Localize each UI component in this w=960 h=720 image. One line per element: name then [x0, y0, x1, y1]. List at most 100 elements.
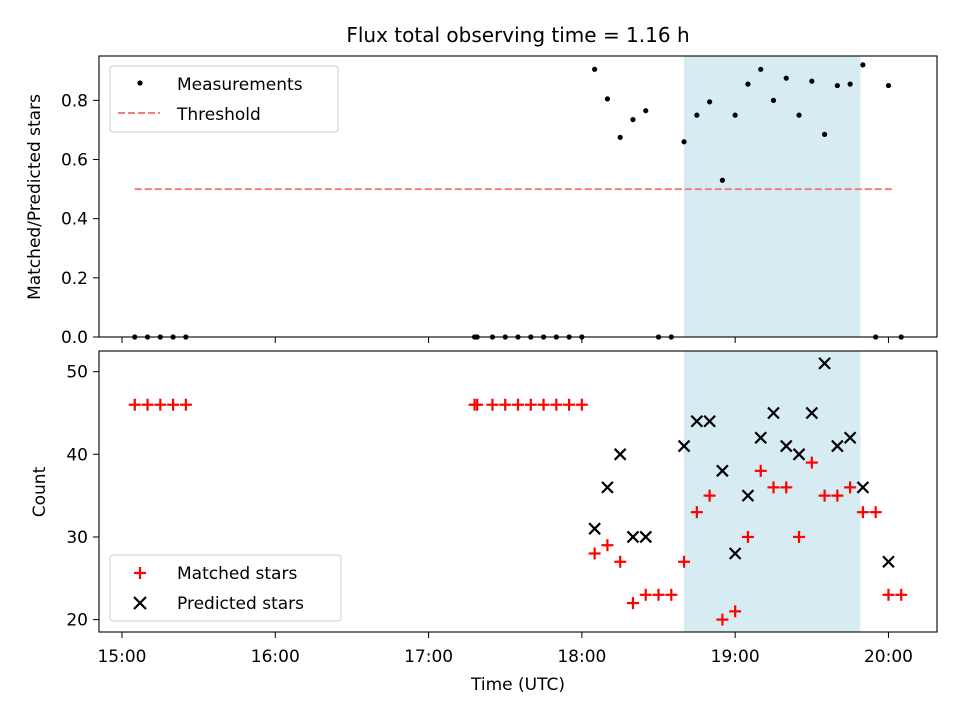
y-tick-label: 40 [66, 445, 88, 465]
legend-marker-measurements [137, 80, 143, 86]
legend-label-matched: Matched stars [177, 564, 297, 584]
bottom-y-ticks: 20 30 40 50 [66, 363, 99, 631]
chart-title: Flux total observing time = 1.16 h [346, 23, 689, 47]
matched-point [652, 588, 665, 601]
predicted-point [882, 555, 895, 569]
matched-point [729, 605, 742, 618]
legend-label-threshold: Threshold [176, 105, 261, 125]
legend-marker-matched [134, 567, 146, 579]
measurement-point [770, 97, 777, 103]
bottom-y-axis-label: Count [30, 466, 50, 517]
highlight-span [684, 351, 861, 632]
predicted-point [831, 439, 844, 453]
legend-label-predicted: Predicted stars [177, 594, 304, 614]
measurement-point [821, 131, 828, 137]
predicted-point [690, 414, 704, 428]
measurement-point [592, 66, 598, 72]
measurement-point [885, 82, 892, 89]
legend-marker-predicted [133, 596, 147, 610]
predicted-stars-series [588, 357, 895, 569]
matched-point [575, 398, 588, 411]
legend-label-measurements: Measurements [177, 75, 303, 95]
matched-point [588, 547, 601, 560]
predicted-point [767, 406, 780, 420]
x-tick-label: 19:00 [711, 647, 760, 667]
y-tick-label: 50 [66, 363, 88, 383]
y-tick-label: 0.2 [61, 269, 88, 289]
matched-point [856, 506, 869, 519]
matched-point [499, 398, 512, 411]
x-tick-label: 20:00 [864, 647, 913, 667]
bottom-legend-box [109, 554, 342, 622]
top-y-ticks: 0.0 0.2 0.4 0.6 0.8 [61, 91, 99, 348]
measurement-point [834, 82, 840, 89]
matched-point [563, 398, 576, 411]
predicted-point [754, 431, 767, 445]
x-axis-label: Time (UTC) [470, 675, 565, 695]
matched-point [179, 398, 192, 411]
measurement-point [809, 78, 815, 84]
predicted-point [843, 431, 857, 445]
predicted-point [805, 406, 819, 420]
matched-point [128, 398, 141, 411]
measurement-point [758, 66, 764, 72]
measurement-point [732, 112, 738, 118]
matched-point [141, 398, 154, 411]
y-tick-label: 0.6 [61, 151, 88, 171]
top-y-axis-label: Matched/Predicted stars [25, 94, 45, 300]
top-legend: Measurements Threshold [109, 65, 339, 133]
measurement-point [694, 112, 700, 118]
measurement-point [604, 96, 611, 102]
y-tick-label: 0.4 [61, 210, 88, 230]
matched-point [167, 398, 180, 411]
top-panel: 0.0 0.2 0.4 0.6 0.8 Flux total observing tim… [25, 23, 938, 348]
predicted-point [779, 439, 793, 453]
matched-point [512, 398, 524, 411]
predicted-point [677, 439, 691, 453]
bottom-legend: Matched stars Predicted stars [109, 554, 342, 622]
predicted-point [613, 448, 627, 461]
predicted-point [588, 522, 601, 535]
matched-point [831, 489, 844, 502]
matched-point [690, 506, 703, 519]
measurement-point [745, 81, 751, 87]
predicted-point [728, 547, 742, 560]
matched-point [767, 481, 780, 494]
matched-point [639, 588, 652, 601]
predicted-point [716, 464, 729, 478]
matched-point [154, 398, 167, 411]
measurement-point [630, 116, 636, 123]
x-tick-label: 17:00 [404, 647, 453, 667]
matched-point [703, 489, 716, 502]
predicted-point [626, 530, 640, 544]
top-x-ticks [121, 337, 889, 343]
matched-point [895, 588, 908, 601]
matched-point [486, 398, 499, 411]
matched-point [869, 506, 882, 519]
x-tick-label: 16:00 [251, 647, 300, 667]
x-tick-label: 15:00 [97, 647, 146, 667]
matched-point [665, 588, 678, 601]
matched-point [471, 398, 484, 411]
matched-point [754, 464, 767, 477]
matched-point [678, 555, 691, 568]
matched-point [614, 555, 627, 568]
measurement-point [796, 112, 802, 118]
measurement-point [860, 62, 866, 68]
matched-point [601, 539, 614, 552]
predicted-point [792, 448, 806, 461]
matched-point [537, 398, 550, 411]
predicted-point [741, 489, 755, 502]
matched-point [882, 588, 895, 601]
matched-stars-series [128, 398, 908, 626]
predicted-point [856, 481, 870, 494]
matched-point [626, 597, 639, 610]
matched-point [818, 489, 831, 502]
matched-point [805, 456, 818, 469]
matched-point [844, 481, 857, 494]
matched-point [793, 530, 806, 543]
measurement-point [707, 99, 713, 105]
matched-point [780, 481, 793, 494]
